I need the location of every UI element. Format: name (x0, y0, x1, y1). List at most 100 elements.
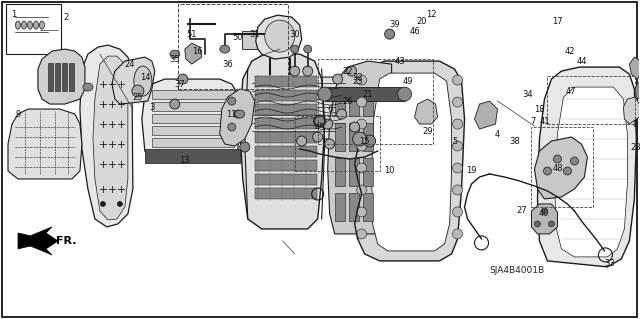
Circle shape (290, 66, 300, 76)
Text: 45: 45 (314, 122, 325, 131)
Circle shape (297, 136, 307, 146)
Text: 35: 35 (170, 55, 180, 63)
Polygon shape (185, 43, 202, 64)
Ellipse shape (22, 21, 26, 29)
Circle shape (324, 139, 335, 149)
Ellipse shape (452, 185, 463, 195)
Bar (317, 59, 433, 144)
Ellipse shape (356, 163, 367, 173)
Text: 13: 13 (179, 157, 190, 166)
Text: 46: 46 (409, 26, 420, 36)
Text: 16: 16 (193, 47, 203, 56)
Text: 48: 48 (552, 165, 563, 174)
Bar (363, 88, 372, 116)
Ellipse shape (385, 29, 395, 39)
Polygon shape (372, 73, 452, 251)
Ellipse shape (220, 45, 230, 53)
Text: 32: 32 (353, 73, 363, 82)
Text: 21: 21 (362, 90, 373, 99)
Ellipse shape (33, 21, 38, 29)
Bar (349, 158, 358, 186)
Ellipse shape (356, 207, 367, 217)
Ellipse shape (170, 50, 180, 58)
Bar (152, 114, 234, 123)
Text: 43: 43 (394, 56, 405, 66)
Bar (178, 4, 288, 89)
Bar (363, 158, 372, 186)
Text: 50: 50 (232, 33, 243, 41)
Circle shape (543, 167, 552, 175)
Circle shape (333, 74, 342, 84)
Ellipse shape (452, 75, 463, 85)
Bar (152, 102, 234, 111)
Text: 30: 30 (289, 30, 300, 39)
Text: 15: 15 (360, 137, 370, 145)
Circle shape (228, 97, 236, 105)
Bar (255, 160, 317, 171)
Ellipse shape (235, 110, 244, 118)
Circle shape (170, 99, 180, 109)
Circle shape (541, 208, 547, 214)
Text: 9: 9 (15, 109, 20, 119)
Bar (152, 138, 234, 147)
Text: 17: 17 (552, 17, 563, 26)
Polygon shape (142, 79, 240, 161)
Bar (335, 88, 345, 116)
Circle shape (234, 110, 242, 118)
Ellipse shape (452, 229, 463, 239)
Polygon shape (38, 49, 85, 104)
Text: 5: 5 (452, 137, 457, 145)
Text: 29: 29 (422, 127, 433, 136)
Polygon shape (474, 101, 497, 129)
Polygon shape (538, 67, 636, 267)
Text: 6: 6 (327, 105, 332, 114)
Bar (255, 146, 317, 157)
Ellipse shape (356, 229, 367, 239)
Bar (349, 88, 358, 116)
Text: 3: 3 (149, 102, 154, 112)
Circle shape (304, 45, 312, 53)
Text: 36: 36 (222, 60, 233, 69)
Polygon shape (220, 89, 255, 146)
Text: SJA4B4001B: SJA4B4001B (490, 266, 545, 275)
Bar (547, 76, 636, 124)
Text: 51: 51 (187, 30, 197, 39)
Ellipse shape (15, 21, 20, 29)
Text: 26: 26 (342, 97, 353, 106)
Text: 31: 31 (250, 30, 260, 39)
Text: 10: 10 (385, 167, 395, 175)
Bar (242, 31, 274, 49)
Bar (349, 193, 358, 221)
Text: 14: 14 (140, 73, 150, 82)
Polygon shape (531, 204, 557, 234)
Bar (48, 63, 53, 91)
Polygon shape (415, 99, 438, 124)
Text: 27: 27 (516, 206, 527, 215)
Polygon shape (240, 54, 324, 229)
Ellipse shape (452, 141, 463, 151)
Bar (69, 63, 74, 91)
Bar (255, 90, 317, 101)
Polygon shape (18, 227, 58, 255)
Bar (6, 4, 61, 54)
Circle shape (563, 167, 572, 175)
Text: 44: 44 (576, 56, 587, 66)
Ellipse shape (265, 20, 294, 52)
Text: 23: 23 (353, 77, 363, 85)
Text: 49: 49 (403, 77, 413, 85)
Ellipse shape (134, 66, 152, 96)
Text: 38: 38 (509, 137, 520, 145)
Polygon shape (554, 87, 627, 257)
Polygon shape (80, 45, 133, 227)
Ellipse shape (397, 87, 412, 101)
Circle shape (349, 122, 360, 132)
Ellipse shape (356, 185, 367, 195)
Bar (62, 63, 67, 91)
Text: 34: 34 (522, 90, 532, 99)
Circle shape (117, 202, 122, 206)
Ellipse shape (356, 97, 367, 107)
Polygon shape (623, 97, 639, 124)
Circle shape (570, 157, 579, 165)
Bar (294, 116, 380, 171)
Bar (152, 126, 234, 135)
